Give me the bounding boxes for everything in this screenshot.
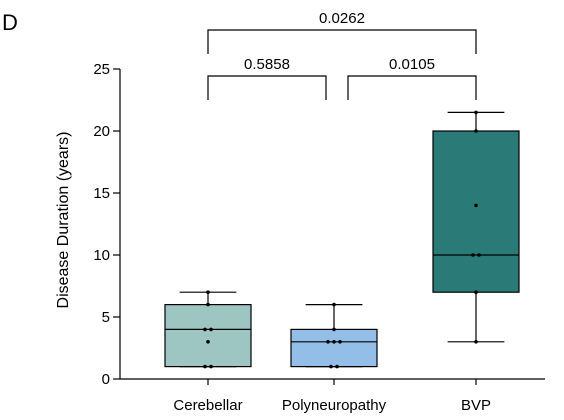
data-point xyxy=(206,290,210,295)
p-value-label: 0.5858 xyxy=(244,56,290,73)
data-point xyxy=(332,302,336,307)
x-category-label: Polyneuropathy xyxy=(282,397,387,414)
p-value-label: 0.0262 xyxy=(319,10,365,27)
data-point xyxy=(329,364,333,369)
data-point xyxy=(209,364,213,369)
data-point xyxy=(474,110,478,115)
data-point xyxy=(338,340,342,344)
boxes-group xyxy=(164,111,520,368)
data-point xyxy=(474,290,478,295)
y-tick-label: 0 xyxy=(102,371,110,388)
points-group xyxy=(203,110,481,369)
y-axis-title: Disease Duration (years) xyxy=(55,132,72,309)
comparison-bracket xyxy=(207,29,477,54)
data-point xyxy=(332,327,336,332)
box-bvp xyxy=(432,130,520,293)
y-tick-label: 25 xyxy=(93,61,110,78)
data-point xyxy=(474,203,478,208)
panel-label: D xyxy=(2,10,18,35)
data-point xyxy=(477,253,481,257)
x-category-label: BVP xyxy=(461,397,491,414)
y-tick-label: 15 xyxy=(93,185,110,202)
data-point xyxy=(203,327,207,332)
data-point xyxy=(206,302,210,307)
data-point xyxy=(335,364,339,369)
data-point xyxy=(326,340,330,344)
y-tick-label: 20 xyxy=(93,123,110,140)
y-tick-label: 5 xyxy=(102,309,110,326)
x-category-label: Cerebellar xyxy=(173,397,242,414)
comparison-bracket xyxy=(347,75,477,100)
comparison-bracket xyxy=(207,75,327,100)
data-point xyxy=(209,327,213,332)
data-point xyxy=(203,364,207,369)
p-value-label: 0.0105 xyxy=(389,56,435,73)
box-polyneuropathy xyxy=(290,328,378,368)
data-point xyxy=(471,253,475,257)
axes: 0 5 10 15 20 25 Cerebellar Polyneuropathy BVP xyxy=(93,61,545,414)
box-cerebellar xyxy=(164,304,252,368)
y-tick-label: 10 xyxy=(93,247,110,264)
comparison-brackets: 0.0262 0.5858 0.0105 xyxy=(207,10,477,100)
data-point xyxy=(332,340,336,344)
data-point xyxy=(206,340,210,344)
data-point xyxy=(474,340,478,344)
data-point xyxy=(474,129,478,133)
